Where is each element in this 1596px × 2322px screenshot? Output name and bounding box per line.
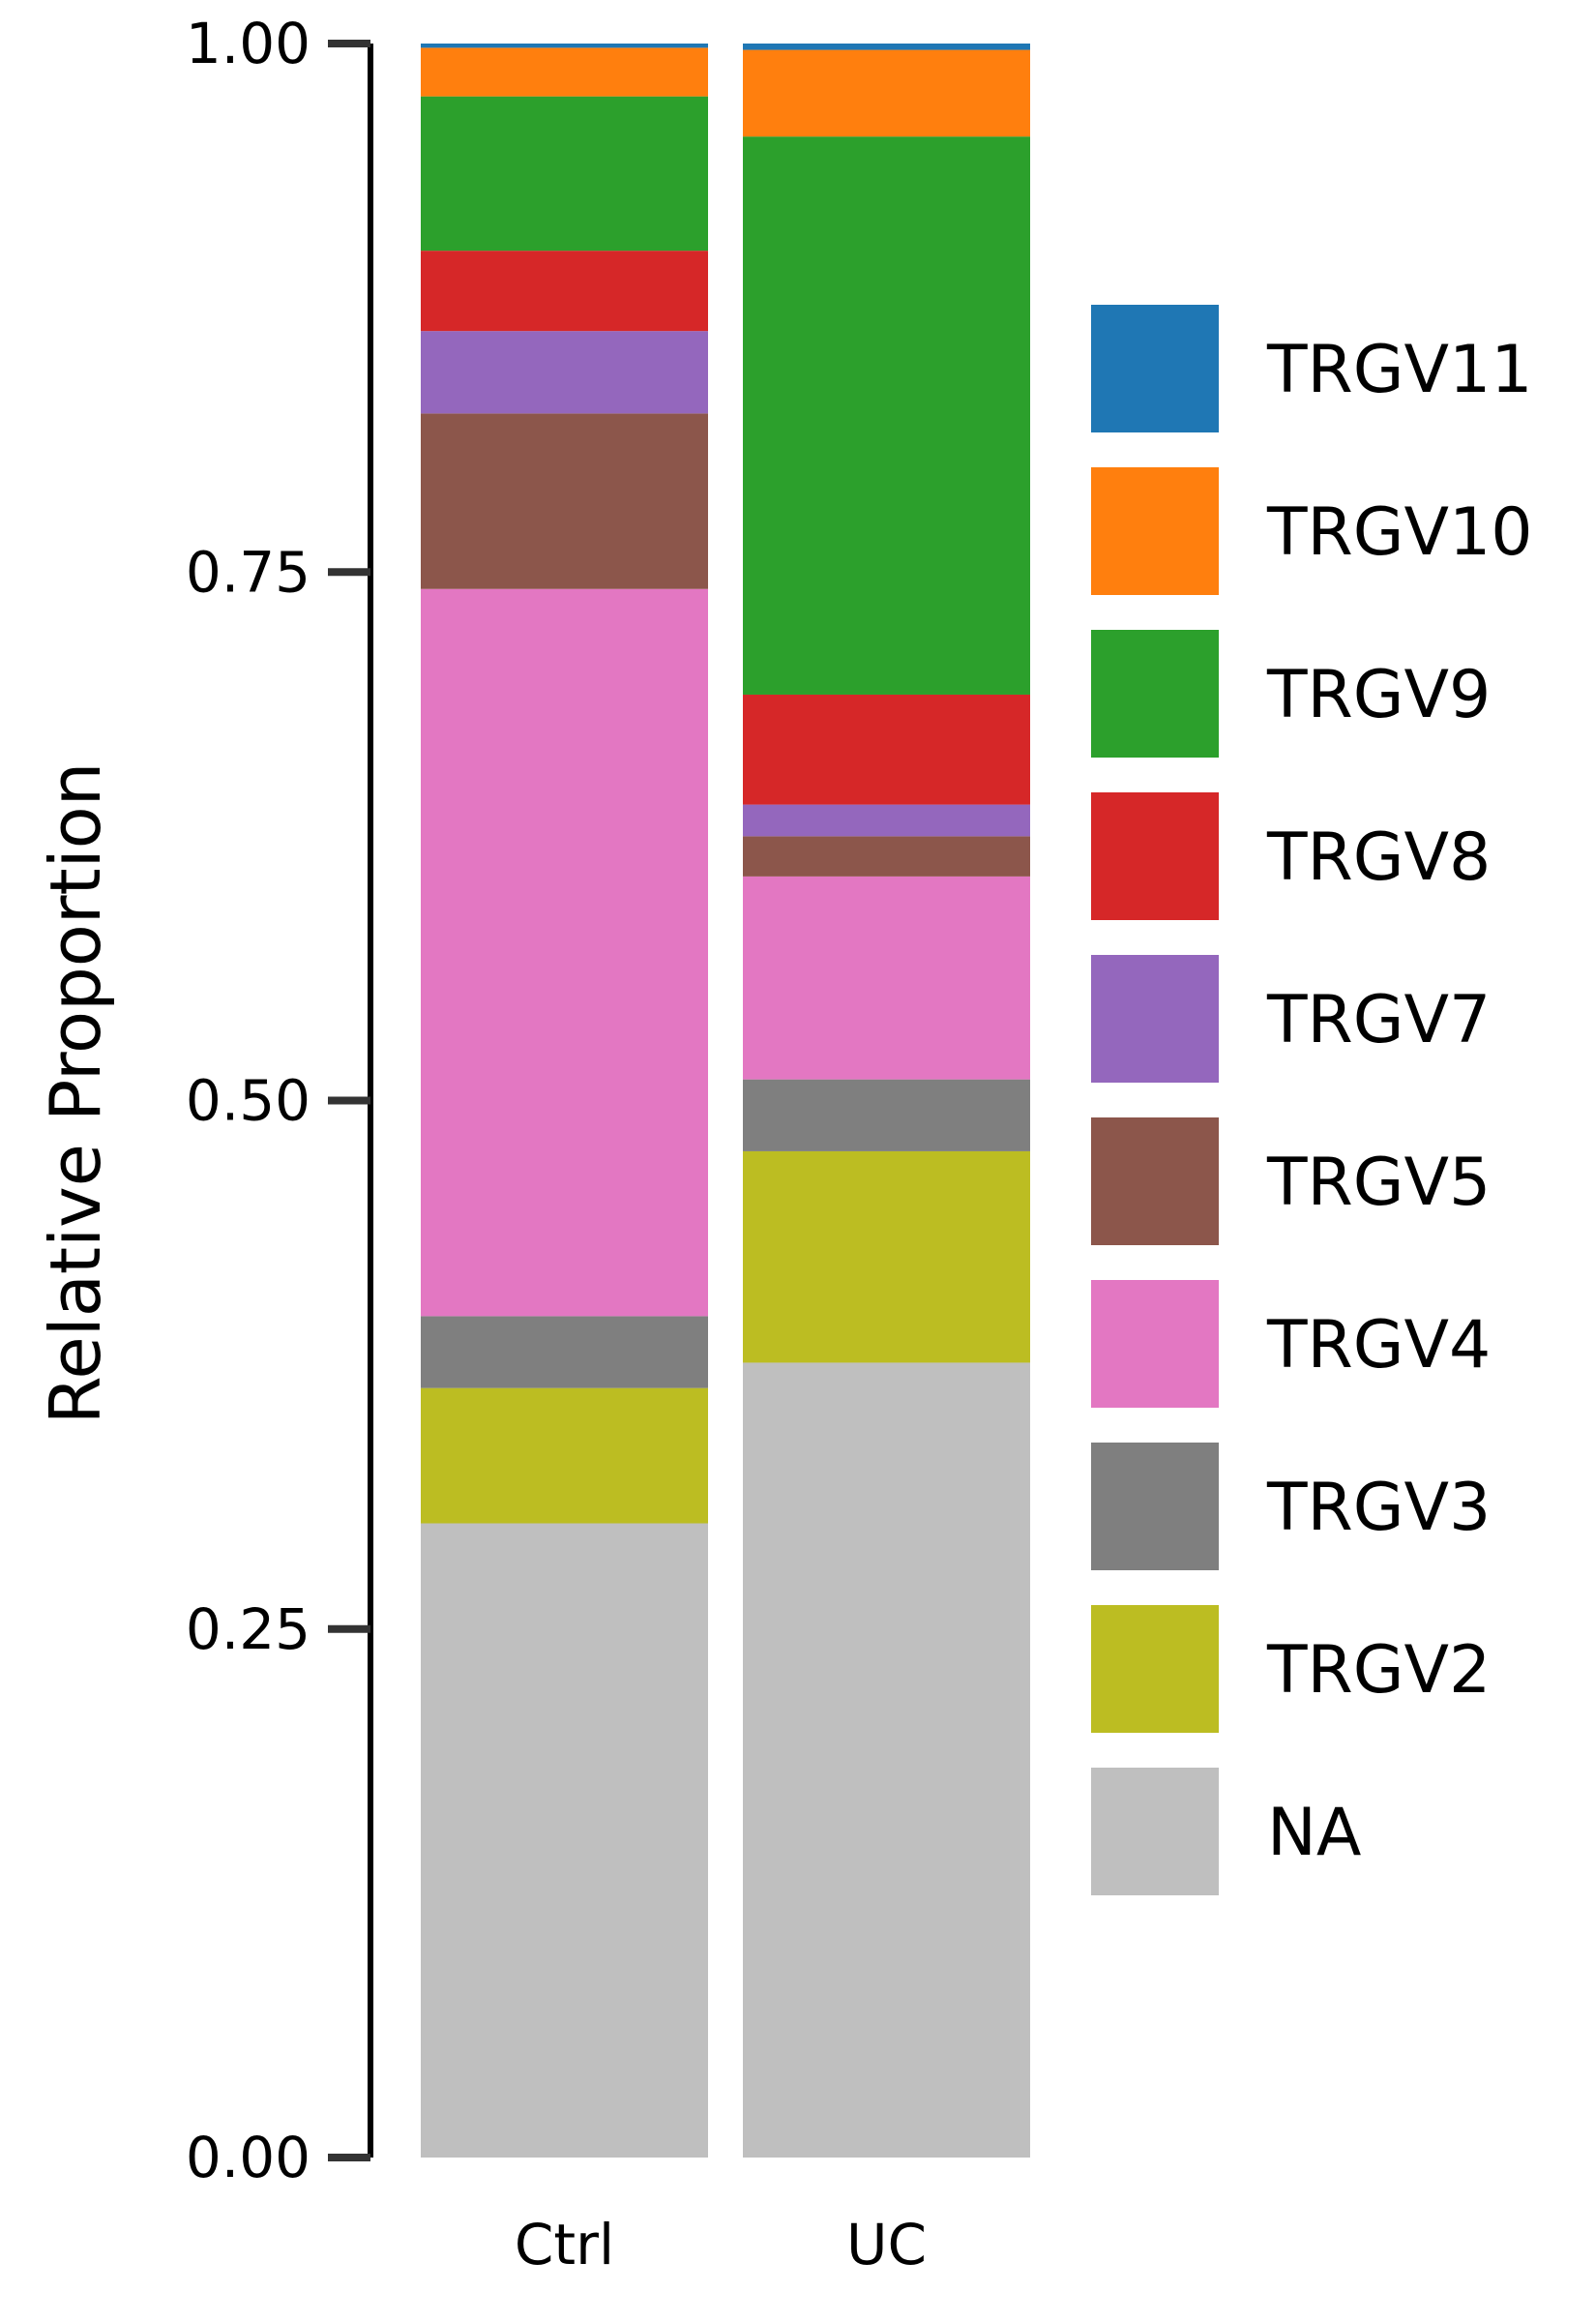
- legend: TRGV11 TRGV10 TRGV9 TRGV8 TRGV7 TRGV5 TRGV4 TRG…: [1091, 305, 1533, 1895]
- bar-segment-ctrl-trgv8: [421, 251, 708, 332]
- legend-swatch-trgv7: [1091, 955, 1219, 1083]
- bar-segment-ctrl-trgv5: [421, 413, 708, 589]
- bars-layer: [421, 44, 1030, 2158]
- bar-segment-uc-trgv3: [743, 1079, 1030, 1151]
- legend-swatch-trgv9: [1091, 630, 1219, 758]
- y-tick-label-0-00: 0.00: [186, 2125, 310, 2190]
- y-tick-label-0-75: 0.75: [186, 539, 310, 605]
- bar-segment-uc-trgv7: [743, 804, 1030, 837]
- y-tick-label-0-50: 0.50: [186, 1068, 310, 1134]
- y-tick-label-0-25: 0.25: [186, 1596, 310, 1662]
- bar-segment-uc-trgv9: [743, 136, 1030, 695]
- legend-label-trgv10: TRGV10: [1266, 494, 1533, 571]
- bar-segment-ctrl-trgv9: [421, 96, 708, 252]
- bar-segment-uc-trgv10: [743, 49, 1030, 137]
- legend-label-trgv9: TRGV9: [1266, 657, 1491, 733]
- bar-segment-ctrl-trgv4: [421, 588, 708, 1317]
- bar-segment-uc-trgv8: [743, 694, 1030, 805]
- x-tick-label-ctrl: Ctrl: [515, 2212, 614, 2277]
- legend-label-trgv2: TRGV2: [1266, 1632, 1491, 1709]
- legend-swatch-trgv4: [1091, 1280, 1219, 1408]
- legend-label-trgv7: TRGV7: [1266, 982, 1491, 1058]
- y-axis-title: Relative Proportion: [35, 762, 116, 1425]
- x-axis-labels: Ctrl UC: [515, 2212, 927, 2277]
- legend-label-trgv3: TRGV3: [1266, 1470, 1491, 1546]
- bar-segment-ctrl-trgv11: [421, 44, 708, 48]
- bar-segment-uc-na: [743, 1362, 1030, 2158]
- x-tick-label-uc: UC: [846, 2212, 927, 2277]
- bar-segment-ctrl-na: [421, 1523, 708, 2158]
- legend-swatch-trgv2: [1091, 1605, 1219, 1733]
- bar-segment-uc-trgv5: [743, 836, 1030, 877]
- bar-segment-uc-trgv11: [743, 44, 1030, 50]
- bar-segment-uc-trgv2: [743, 1150, 1030, 1363]
- legend-label-trgv11: TRGV11: [1266, 332, 1533, 408]
- legend-label-trgv8: TRGV8: [1266, 819, 1491, 896]
- legend-swatch-trgv10: [1091, 467, 1219, 595]
- y-tick-label-1-00: 1.00: [186, 11, 310, 76]
- legend-label-na: NA: [1267, 1795, 1361, 1871]
- bar-segment-ctrl-trgv2: [421, 1387, 708, 1524]
- bar-segment-ctrl-trgv3: [421, 1316, 708, 1388]
- bar-segment-ctrl-trgv10: [421, 47, 708, 97]
- legend-swatch-trgv8: [1091, 792, 1219, 920]
- legend-label-trgv4: TRGV4: [1266, 1307, 1491, 1384]
- legend-swatch-trgv5: [1091, 1117, 1219, 1245]
- bar-segment-ctrl-trgv7: [421, 331, 708, 414]
- legend-swatch-na: [1091, 1768, 1219, 1895]
- bar-segment-uc-trgv4: [743, 876, 1030, 1080]
- legend-label-trgv5: TRGV5: [1266, 1145, 1491, 1221]
- y-axis: 0.00 0.25 0.50 0.75 1.00: [186, 11, 373, 2190]
- legend-swatch-trgv11: [1091, 305, 1219, 432]
- legend-swatch-trgv3: [1091, 1443, 1219, 1570]
